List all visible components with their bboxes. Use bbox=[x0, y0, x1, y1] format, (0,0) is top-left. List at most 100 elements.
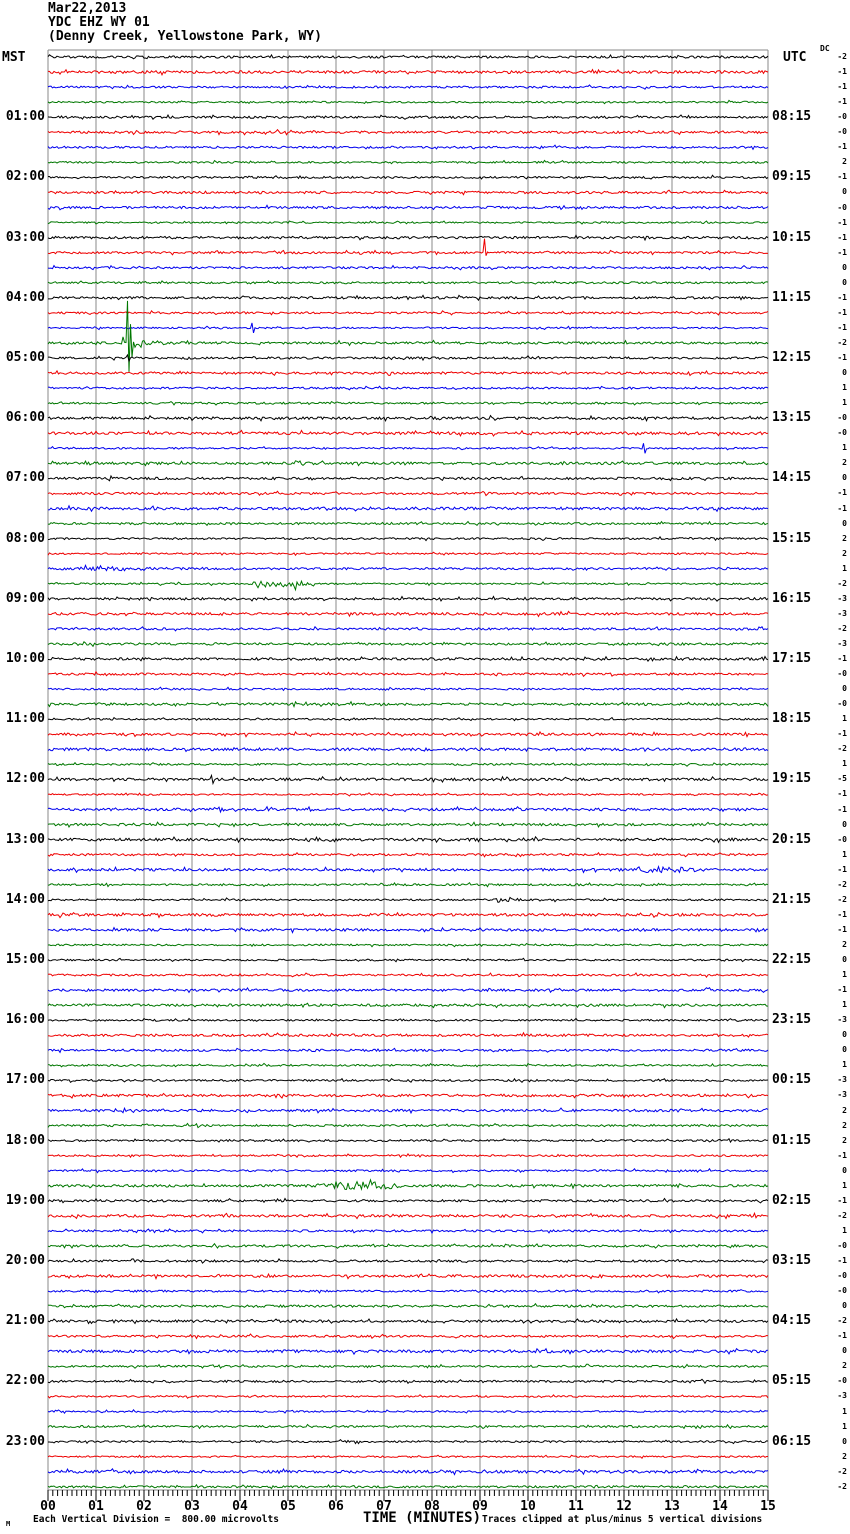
right-time-label: 04:15 bbox=[772, 1313, 812, 1329]
dc-offset-value: -2 bbox=[837, 1481, 847, 1491]
dc-offset-value: -0 bbox=[837, 1286, 847, 1296]
trace-row bbox=[47, 204, 769, 211]
left-time-label: 04:00 bbox=[5, 289, 45, 305]
dc-offset-value: 2 bbox=[842, 458, 847, 468]
dc-offset-value: 1 bbox=[842, 849, 847, 859]
trace-row bbox=[47, 821, 769, 829]
dc-offset-value: -3 bbox=[837, 638, 847, 648]
trace-row bbox=[47, 1454, 768, 1459]
dc-offset-value: -1 bbox=[837, 172, 847, 182]
trace-row bbox=[47, 1423, 769, 1430]
trace-row bbox=[47, 1378, 769, 1385]
right-time-label: 08:15 bbox=[772, 109, 812, 125]
right-time-label: 14:15 bbox=[772, 470, 812, 486]
trace-row bbox=[47, 773, 769, 786]
trace-row bbox=[48, 1106, 769, 1115]
dc-offset-value: 0 bbox=[842, 1045, 847, 1055]
dc-offset-value: -2 bbox=[837, 623, 847, 633]
dc-offset-value: -0 bbox=[837, 127, 847, 137]
clip-note: Traces clipped at plus/minus 5 vertical … bbox=[482, 1514, 763, 1525]
x-tick-label: 01 bbox=[88, 1499, 104, 1514]
x-tick-label: 10 bbox=[520, 1499, 536, 1514]
trace-row bbox=[47, 128, 769, 136]
trace-row bbox=[47, 520, 769, 527]
dc-offset-value: -1 bbox=[837, 67, 847, 77]
trace-row bbox=[47, 1092, 769, 1099]
trace-row bbox=[47, 238, 769, 256]
dc-offset-value: -1 bbox=[837, 503, 847, 513]
left-time-label: 09:00 bbox=[5, 590, 45, 606]
dc-offset-value: -3 bbox=[837, 1075, 847, 1085]
trace-row bbox=[47, 414, 769, 423]
x-tick-label: 07 bbox=[376, 1499, 392, 1514]
scale-note: Each Vertical Division = 800.00 microvol… bbox=[33, 1514, 279, 1525]
left-time-label: 15:00 bbox=[5, 952, 45, 967]
right-time-label: 16:15 bbox=[772, 590, 812, 606]
trace-row bbox=[47, 942, 769, 948]
x-tick-label: 11 bbox=[568, 1499, 584, 1514]
trace-row bbox=[47, 385, 769, 391]
left-time-label: 13:00 bbox=[5, 831, 45, 847]
dc-offset-value: 1 bbox=[842, 714, 847, 724]
right-time-label: 21:15 bbox=[772, 891, 812, 907]
trace-row bbox=[48, 474, 769, 482]
dc-offset-value: -0 bbox=[837, 1376, 847, 1386]
dc-offset-value: -5 bbox=[837, 774, 847, 784]
left-time-label: 16:00 bbox=[5, 1012, 45, 1028]
x-tick-label: 06 bbox=[328, 1499, 344, 1514]
dc-offset-value: -1 bbox=[837, 247, 847, 257]
dc-offset-value: -1 bbox=[837, 729, 847, 739]
dc-offset-value: -2 bbox=[837, 744, 847, 754]
dc-offset-value: -0 bbox=[837, 428, 847, 438]
trace-row bbox=[47, 300, 769, 372]
right-time-label: 20:15 bbox=[772, 831, 812, 847]
dc-offset-value: -2 bbox=[837, 52, 847, 61]
dc-offset-value: 2 bbox=[842, 1120, 847, 1130]
left-time-label: 20:00 bbox=[5, 1253, 45, 1268]
right-time-label: 13:15 bbox=[772, 410, 812, 426]
x-tick-label: 00 bbox=[40, 1499, 56, 1514]
dc-offset-value: 1 bbox=[842, 1406, 847, 1416]
trace-row bbox=[47, 535, 769, 542]
trace-row bbox=[47, 99, 769, 105]
trace-row bbox=[47, 957, 769, 963]
trace-row bbox=[47, 1302, 769, 1309]
trace-row bbox=[47, 234, 769, 242]
header-location: (Denny Creek, Yellowstone Park, WY) bbox=[48, 29, 322, 44]
dc-offset-value: -1 bbox=[837, 307, 847, 317]
dc-offset-value: -0 bbox=[837, 413, 847, 423]
trace-row bbox=[47, 595, 769, 602]
dc-offset-value: -1 bbox=[837, 985, 847, 995]
trace-row bbox=[47, 670, 769, 678]
right-time-label: 12:15 bbox=[772, 350, 812, 365]
dc-offset-value: -0 bbox=[837, 112, 847, 122]
trace-row bbox=[47, 1002, 769, 1009]
dc-offset-value: 1 bbox=[842, 759, 847, 769]
trace-row bbox=[47, 911, 769, 919]
trace-row bbox=[47, 1197, 769, 1204]
dc-offset-value: -3 bbox=[837, 608, 847, 618]
trace-row bbox=[48, 1439, 769, 1445]
right-time-label: 11:15 bbox=[772, 289, 812, 305]
trace-row bbox=[47, 84, 769, 90]
x-tick-label: 04 bbox=[232, 1499, 248, 1514]
right-time-label: 09:15 bbox=[772, 169, 812, 185]
trace-row bbox=[47, 174, 769, 180]
dc-offset-value: 2 bbox=[842, 1105, 847, 1115]
left-time-label: 08:00 bbox=[5, 530, 45, 546]
right-time-label: 06:15 bbox=[772, 1433, 812, 1449]
trace-row bbox=[47, 1408, 768, 1415]
right-time-label: 19:15 bbox=[772, 771, 812, 787]
trace-row bbox=[47, 504, 769, 513]
trace-row bbox=[47, 1258, 769, 1264]
trace-row bbox=[48, 353, 769, 363]
x-axis-title: TIME (MINUTES) bbox=[363, 1510, 482, 1526]
dc-offset-value: -1 bbox=[837, 292, 847, 302]
x-tick-label: 02 bbox=[136, 1499, 152, 1514]
trace-row bbox=[47, 1483, 769, 1490]
right-time-label: 10:15 bbox=[772, 229, 812, 245]
trace-row bbox=[47, 1317, 769, 1325]
dc-offset-value: -3 bbox=[837, 1015, 847, 1025]
x-tick-label: 08 bbox=[424, 1499, 440, 1514]
dc-offset-value: -2 bbox=[837, 1210, 847, 1220]
